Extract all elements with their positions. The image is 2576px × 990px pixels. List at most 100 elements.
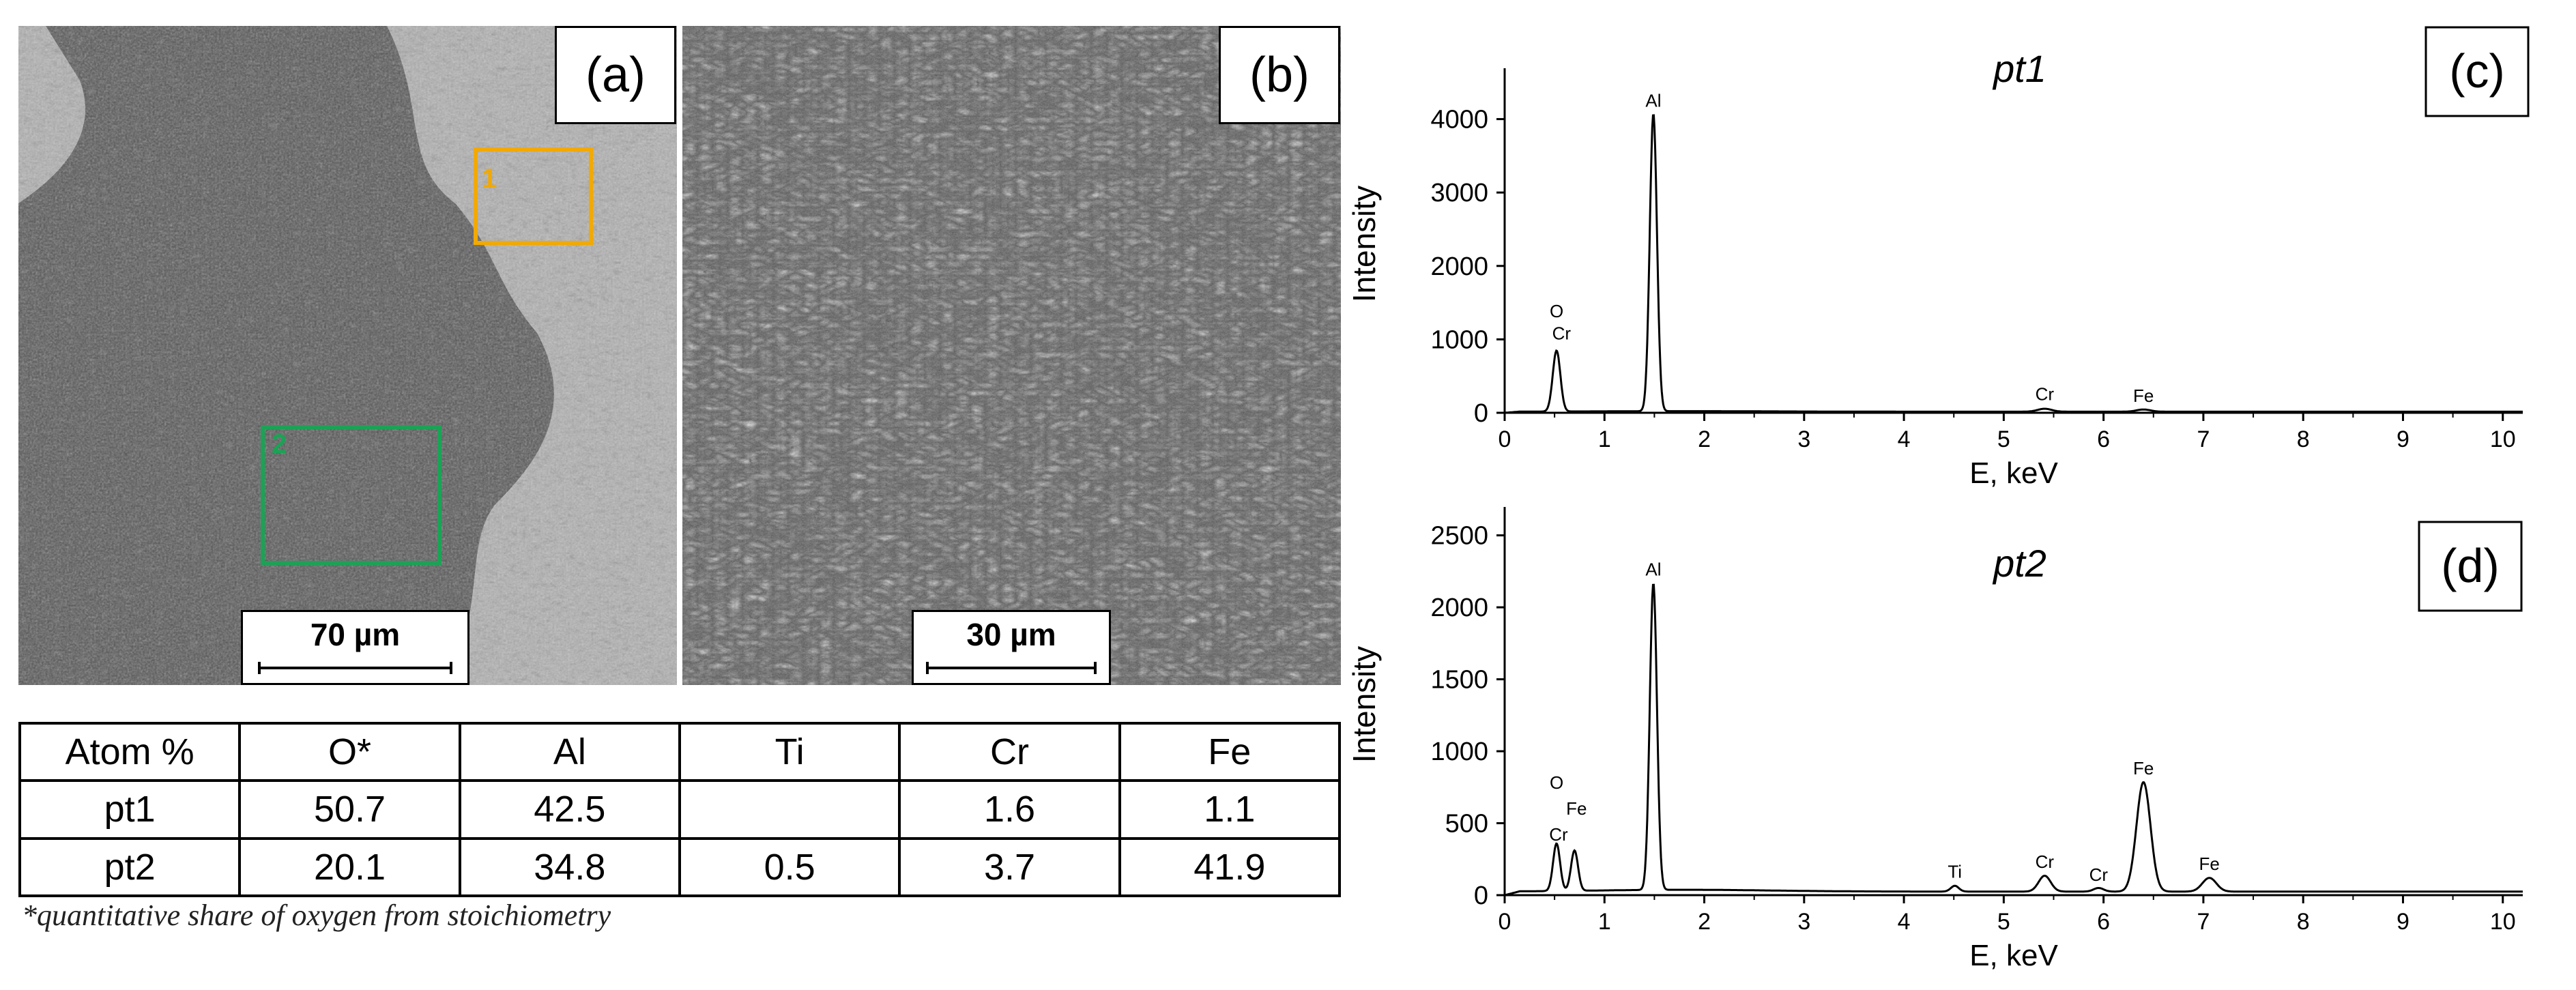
table-cell: 3.7 bbox=[898, 836, 1121, 898]
x-tick-label: 7 bbox=[2197, 426, 2210, 452]
peak-label: Cr bbox=[2036, 851, 2055, 872]
table-cell bbox=[678, 779, 901, 840]
x-tick-label: 5 bbox=[1997, 909, 2010, 935]
table-row: pt2 20.1 34.8 0.5 3.7 41.9 bbox=[18, 836, 1342, 898]
table-footnote: *quantitative share of oxygen from stoic… bbox=[22, 899, 611, 932]
roi-label-1: 1 bbox=[482, 164, 497, 194]
scalebar-b: 30 µm bbox=[912, 610, 1111, 685]
table-cell: pt1 bbox=[18, 779, 242, 840]
x-tick-label: 10 bbox=[2490, 426, 2516, 452]
peak-label: Ti bbox=[1948, 862, 1962, 882]
table-cell: 34.8 bbox=[458, 836, 681, 898]
table-header-cell: O* bbox=[238, 721, 461, 783]
scalebar-tick-left-a bbox=[258, 662, 261, 674]
table-cell: pt2 bbox=[18, 836, 242, 898]
spectrum-line bbox=[1504, 114, 2523, 414]
peak-label: Fe bbox=[2133, 385, 2154, 406]
x-tick-label: 2 bbox=[1698, 426, 1711, 452]
table-cell: 20.1 bbox=[238, 836, 461, 898]
atom-percent-table: Atom % O* Al Ti Cr Fe pt1 50.7 42.5 1.6 … bbox=[18, 721, 1342, 898]
spectrum-chart-pt1: 0 1 2 3 4 5 6 7 8 9 10 0 1000 2000 3000 4000 E, keV Inten… bbox=[1346, 26, 2530, 490]
x-tick-label: 0 bbox=[1499, 426, 1511, 452]
panel-label-box: (d) bbox=[2418, 521, 2523, 612]
y-axis-label: Intensity bbox=[1348, 186, 1382, 302]
sem-texture-b bbox=[682, 26, 1341, 685]
x-tick-label: 4 bbox=[1898, 909, 1911, 935]
table-header-row: Atom % O* Al Ti Cr Fe bbox=[18, 721, 1342, 783]
panel-label-frame bbox=[2425, 26, 2530, 117]
panel-label-text: (d) bbox=[2441, 539, 2500, 592]
x-tick-label: 7 bbox=[2197, 909, 2210, 935]
y-tick-label: 4000 bbox=[1430, 106, 1488, 134]
y-tick-label: 1000 bbox=[1430, 325, 1488, 354]
x-tick-label: 1 bbox=[1598, 426, 1611, 452]
panel-label-text: (c) bbox=[2449, 44, 2505, 98]
x-tick-label: 9 bbox=[2397, 909, 2409, 935]
scalebar-line-a bbox=[259, 667, 451, 669]
table-cell: 42.5 bbox=[458, 779, 681, 840]
spectrum-line bbox=[1504, 583, 2523, 897]
x-tick-label: 0 bbox=[1499, 909, 1511, 935]
y-tick-label: 1000 bbox=[1430, 738, 1488, 766]
sem-image-a: 1 2 (a) 70 µm bbox=[18, 26, 677, 685]
x-tick-label: 3 bbox=[1797, 909, 1810, 935]
y-tick-label: 2000 bbox=[1430, 252, 1488, 281]
x-tick-label: 6 bbox=[2097, 426, 2110, 452]
chart-title: pt2 bbox=[1992, 542, 2046, 585]
table-header-cell: Al bbox=[458, 721, 681, 783]
table-cell: 1.6 bbox=[898, 779, 1121, 840]
x-tick-label: 4 bbox=[1898, 426, 1911, 452]
spectrum-panel-d: 0 1 2 3 4 5 6 7 8 9 10 0 500 1000 1500 2000 2500 E, keV In… bbox=[1346, 488, 2576, 986]
peak-label: Al bbox=[1645, 559, 1661, 580]
table-cell: 41.9 bbox=[1118, 836, 1342, 898]
table-header-cell: Cr bbox=[898, 721, 1121, 783]
table-cell: 1.1 bbox=[1118, 779, 1342, 840]
panel-label-a: (a) bbox=[555, 26, 676, 124]
table-cell: 0.5 bbox=[678, 836, 901, 898]
table-header-cell: Ti bbox=[678, 721, 901, 783]
y-tick-label: 1500 bbox=[1430, 666, 1488, 695]
x-axis-label: E, keV bbox=[1969, 939, 2058, 972]
spectrum-chart-pt2: 0 1 2 3 4 5 6 7 8 9 10 0 500 1000 1500 2000 2500 E, keV In… bbox=[1346, 507, 2523, 972]
roi-box-2: 2 bbox=[261, 425, 442, 565]
panel-label-frame bbox=[2418, 521, 2523, 612]
peak-label: Cr bbox=[2036, 384, 2055, 405]
scalebar-tick-right-b bbox=[1094, 662, 1097, 674]
y-tick-label: 500 bbox=[1445, 810, 1488, 839]
x-tick-label: 2 bbox=[1698, 909, 1711, 935]
scalebar-tick-right-a bbox=[450, 662, 452, 674]
table-row: pt1 50.7 42.5 1.6 1.1 bbox=[18, 779, 1342, 840]
peak-label: Al bbox=[1645, 90, 1661, 111]
scalebar-text-a: 70 µm bbox=[310, 617, 401, 652]
table-cell: 50.7 bbox=[238, 779, 461, 840]
peak-label: Fe bbox=[2133, 758, 2154, 778]
x-tick-label: 8 bbox=[2297, 909, 2310, 935]
scalebar-a: 70 µm bbox=[241, 610, 469, 685]
peak-label: Fe bbox=[2199, 854, 2220, 874]
scalebar-line-b bbox=[927, 667, 1095, 669]
spectrum-panel-c: 0 1 2 3 4 5 6 7 8 9 10 0 1000 2000 3000 4000 E, keV Inten… bbox=[1346, 14, 2576, 498]
sem-image-b: (b) 30 µm bbox=[682, 26, 1341, 685]
peak-label: Fe bbox=[1566, 798, 1587, 819]
panel-label-box: (c) bbox=[2425, 26, 2530, 117]
table-header-cell: Atom % bbox=[18, 721, 242, 783]
x-tick-label: 6 bbox=[2097, 909, 2110, 935]
scalebar-tick-left-b bbox=[926, 662, 929, 674]
peak-label: Cr bbox=[1552, 323, 1572, 343]
x-tick-label: 1 bbox=[1598, 909, 1611, 935]
x-tick-label: 3 bbox=[1797, 426, 1810, 452]
x-tick-label: 8 bbox=[2297, 426, 2310, 452]
x-tick-label: 5 bbox=[1997, 426, 2010, 452]
peak-label: O bbox=[1550, 772, 1563, 793]
y-tick-label: 0 bbox=[1474, 882, 1488, 910]
chart-title: pt1 bbox=[1992, 47, 2046, 90]
y-axis-label: Intensity bbox=[1348, 646, 1382, 763]
x-tick-label: 9 bbox=[2397, 426, 2409, 452]
x-tick-label: 10 bbox=[2490, 909, 2516, 935]
scalebar-text-b: 30 µm bbox=[966, 617, 1056, 652]
roi-label-2: 2 bbox=[272, 429, 287, 459]
panel-label-b: (b) bbox=[1219, 26, 1340, 124]
y-tick-label: 3000 bbox=[1430, 179, 1488, 207]
sem-texture-a bbox=[18, 26, 677, 685]
peak-label: Cr bbox=[1549, 824, 1568, 845]
